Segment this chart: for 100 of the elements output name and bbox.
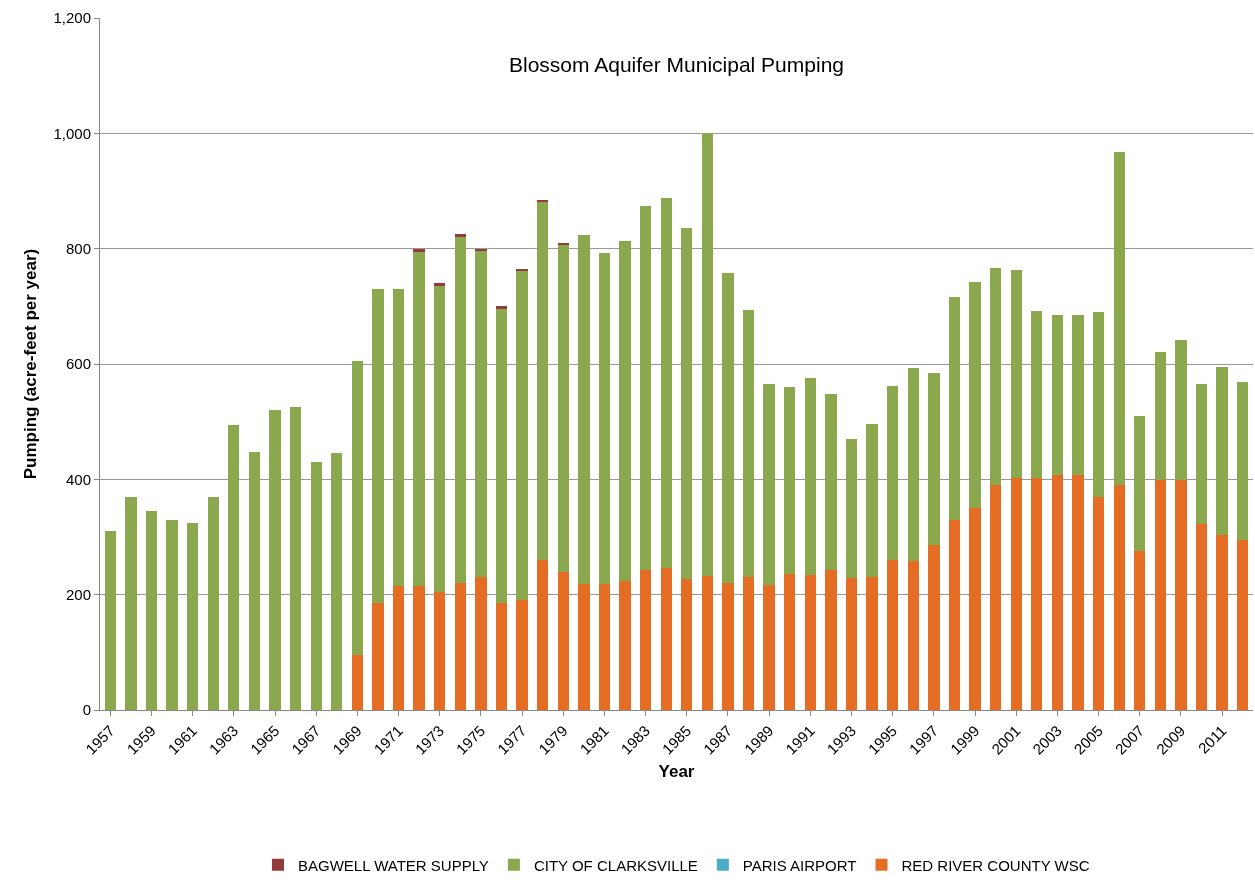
bar (763, 584, 775, 710)
bar (804, 378, 816, 576)
bar (372, 603, 384, 710)
bar (1216, 535, 1228, 710)
y-tick-label: 600 (65, 355, 91, 373)
bar (660, 197, 672, 568)
bar (289, 407, 302, 710)
bar (1072, 314, 1084, 476)
bar (598, 584, 611, 710)
bar (907, 561, 919, 710)
bar (475, 250, 487, 578)
bar (434, 591, 446, 710)
bar (578, 584, 590, 710)
bar (434, 283, 446, 286)
bar (1113, 151, 1125, 486)
bar (125, 496, 137, 710)
bar (1195, 524, 1208, 710)
legend-label: RED RIVER COUNTY WSC (901, 856, 1090, 874)
bar (928, 373, 940, 545)
bar (989, 267, 1002, 486)
bar (537, 560, 549, 710)
bar (1154, 480, 1167, 710)
bar (1175, 340, 1187, 481)
legend-label: BAGWELL WATER SUPPLY (298, 856, 489, 874)
bar (372, 289, 384, 604)
bar (866, 423, 878, 577)
text: Blossom Aquifer Municipal Pumping (509, 53, 844, 77)
y-tick-label: 1,200 (53, 9, 91, 27)
bar (269, 410, 281, 710)
bar (228, 424, 240, 710)
bar (207, 496, 219, 710)
bar (310, 462, 322, 710)
bar (1237, 539, 1249, 710)
bar (495, 308, 508, 604)
bar (619, 581, 631, 710)
bar (186, 522, 199, 710)
bar (495, 603, 508, 710)
bar (1031, 310, 1043, 479)
bar (145, 511, 158, 710)
bar (392, 289, 405, 587)
bar (1154, 351, 1167, 481)
bar (907, 368, 919, 562)
bar (804, 575, 816, 710)
bar (578, 235, 590, 585)
y-tick-label: 1,000 (53, 124, 91, 142)
bar (681, 578, 693, 710)
bar (537, 201, 549, 561)
bar (351, 361, 364, 656)
bar (742, 310, 755, 577)
bar (516, 268, 528, 272)
y-tick-label: 0 (82, 701, 91, 719)
legend-label: PARIS AIRPORT (742, 856, 857, 874)
bar (1237, 382, 1249, 540)
bar (1051, 314, 1064, 476)
y-tick-label: 200 (65, 585, 91, 603)
bar (1072, 475, 1084, 710)
bar (1092, 496, 1105, 710)
bar (495, 306, 508, 309)
y-axis-title: Pumping (acre-feet per year) (21, 248, 40, 480)
bar (1010, 477, 1022, 710)
bar (660, 567, 672, 710)
y-tick-label: 400 (65, 470, 91, 488)
bar (557, 571, 569, 710)
bar (454, 583, 466, 710)
bar (104, 531, 116, 710)
bar (413, 251, 425, 587)
bar (516, 600, 528, 710)
bar (948, 519, 961, 710)
bar (1216, 366, 1228, 536)
bar (1134, 415, 1146, 552)
bar (701, 576, 714, 710)
bar (701, 133, 714, 577)
bar (639, 205, 652, 570)
bar (413, 586, 425, 710)
bar (825, 570, 837, 710)
bar (1010, 270, 1022, 478)
bar (969, 508, 981, 710)
bar (475, 577, 487, 710)
bar (331, 453, 343, 710)
bar (351, 655, 364, 710)
bar (845, 438, 858, 578)
x-axis-title: Year (658, 761, 695, 781)
bar (845, 577, 858, 710)
bar (866, 576, 878, 710)
bar (928, 544, 940, 710)
bar (619, 241, 631, 582)
bar (989, 485, 1002, 710)
bar (454, 234, 466, 237)
bar (1051, 475, 1064, 710)
bar (784, 387, 796, 575)
bar (1195, 384, 1208, 525)
bar (392, 586, 405, 710)
bar (516, 271, 528, 601)
bar (248, 451, 261, 710)
bar (166, 519, 178, 710)
bar (475, 248, 487, 251)
bar (413, 248, 425, 252)
bar (557, 245, 569, 572)
bar (887, 385, 899, 561)
bar (784, 574, 796, 710)
